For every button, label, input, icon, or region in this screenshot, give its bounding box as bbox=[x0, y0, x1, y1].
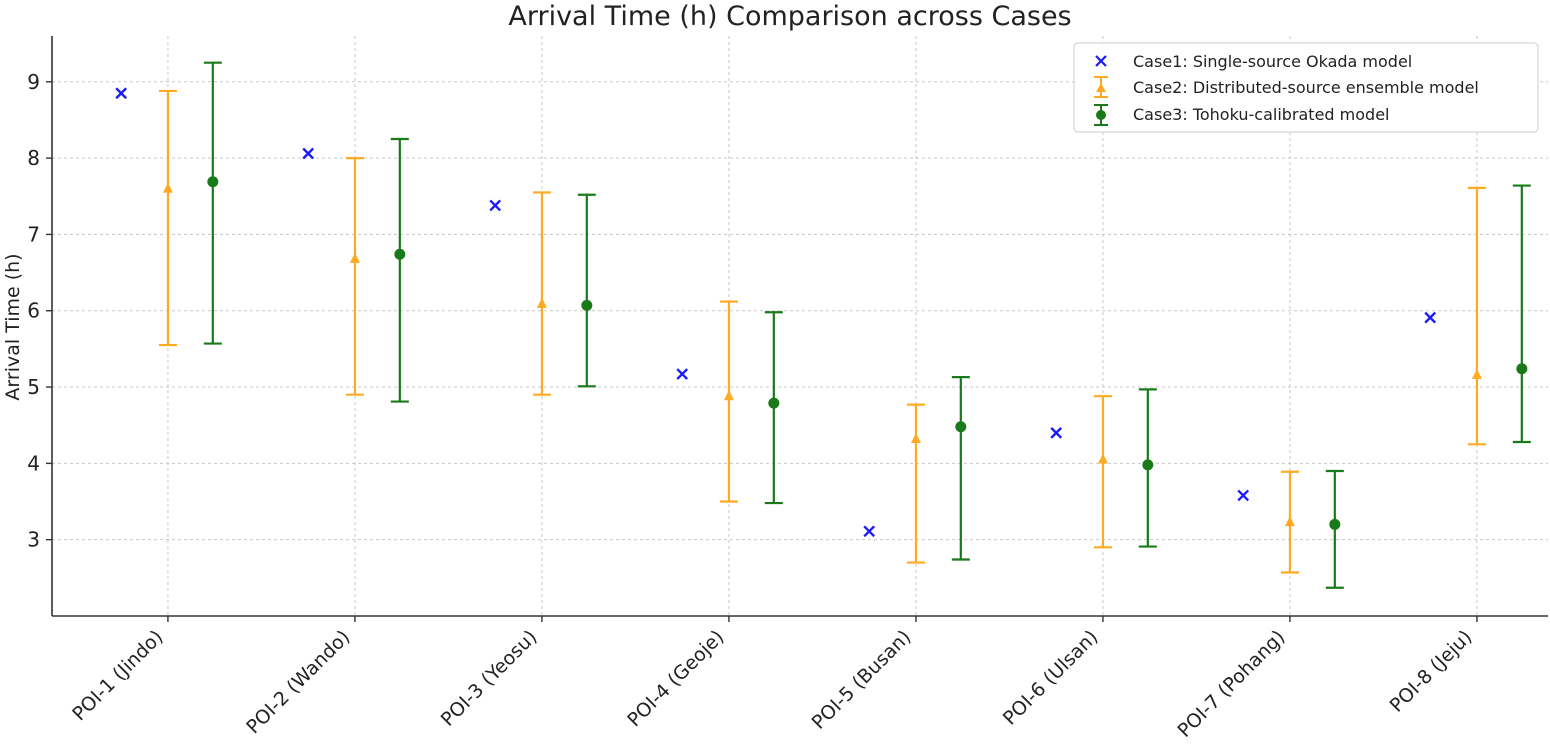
data-point-triangle bbox=[1284, 516, 1295, 527]
error-bar bbox=[158, 89, 177, 347]
x-tick-label: POI-7 (Pohang) bbox=[1173, 626, 1289, 742]
data-point-circle bbox=[1142, 459, 1154, 471]
x-tick-label: POI-3 (Yeosu) bbox=[437, 626, 542, 731]
data-point-circle bbox=[207, 176, 219, 188]
series-case1 bbox=[115, 87, 1437, 538]
legend-marker-case3 bbox=[1094, 104, 1108, 126]
data-point-circle bbox=[581, 299, 593, 311]
data-point-triangle bbox=[1097, 453, 1108, 464]
y-tick-label: 5 bbox=[27, 375, 40, 399]
legend: Case1: Single-source Okada model Case2: … bbox=[1073, 42, 1539, 133]
legend-frame bbox=[1073, 42, 1539, 133]
data-point-triangle bbox=[536, 297, 547, 308]
tick-layer: 3 4 5 6 7 8 9 POI-1 (Jindo) POI-2 (Wando) POI-3 (… bbox=[27, 70, 1478, 742]
data-point-x bbox=[676, 368, 689, 380]
data-point-triangle bbox=[723, 390, 734, 401]
legend-marker-case1 bbox=[1095, 55, 1107, 67]
y-tick-label: 7 bbox=[27, 222, 40, 246]
error-bar bbox=[719, 300, 738, 503]
y-axis-label: Arrival Time (h) bbox=[2, 253, 24, 400]
data-point-circle bbox=[1329, 518, 1341, 530]
y-tick-label: 6 bbox=[27, 299, 40, 323]
data-point-circle bbox=[955, 421, 967, 433]
error-bar bbox=[345, 157, 364, 396]
data-point-x bbox=[863, 525, 876, 538]
error-bar bbox=[906, 403, 925, 564]
data-point-x bbox=[302, 147, 315, 160]
error-bar bbox=[577, 193, 596, 388]
data-point-circle bbox=[1516, 363, 1528, 375]
legend-label-case2: Case2: Distributed-source ensemble model bbox=[1133, 78, 1479, 97]
series-case3 bbox=[203, 61, 1531, 589]
data-layer bbox=[115, 61, 1531, 589]
data-point-x bbox=[115, 87, 128, 100]
x-tick-label: POI-6 (Ulsan) bbox=[999, 626, 1103, 730]
data-point-circle bbox=[768, 397, 780, 409]
data-point-x bbox=[1050, 426, 1063, 439]
x-tick-label: POI-1 (Jindo) bbox=[68, 626, 167, 725]
legend-label-case3: Case3: Tohoku-calibrated model bbox=[1133, 105, 1389, 124]
x-tick-label: POI-8 (Jeju) bbox=[1386, 626, 1477, 717]
legend-marker-case2 bbox=[1094, 76, 1108, 98]
error-bar bbox=[532, 191, 551, 396]
data-point-triangle bbox=[349, 252, 360, 263]
error-bar bbox=[1512, 184, 1531, 444]
y-tick-label: 8 bbox=[27, 146, 40, 170]
x-tick-label: POI-2 (Wando) bbox=[242, 626, 354, 738]
data-point-x bbox=[489, 199, 502, 212]
y-tick-label: 3 bbox=[27, 528, 40, 552]
chart-title: Arrival Time (h) Comparison across Cases bbox=[508, 1, 1071, 32]
data-point-triangle bbox=[1471, 368, 1482, 379]
x-tick-label: POI-4 (Geoje) bbox=[623, 626, 728, 731]
error-bar bbox=[203, 61, 222, 345]
y-tick-label: 4 bbox=[27, 451, 40, 475]
error-bar bbox=[1093, 395, 1112, 549]
data-point-x bbox=[1424, 311, 1437, 324]
error-bar bbox=[951, 376, 970, 561]
legend-label-case1: Case1: Single-source Okada model bbox=[1133, 52, 1412, 71]
x-tick-label: POI-5 (Busan) bbox=[808, 626, 916, 734]
error-bar bbox=[390, 137, 409, 403]
error-bar bbox=[1467, 186, 1486, 446]
series-case2 bbox=[158, 89, 1486, 574]
data-point-triangle bbox=[910, 432, 921, 443]
data-point-triangle bbox=[162, 182, 173, 193]
data-point-x bbox=[1237, 489, 1250, 502]
data-point-circle bbox=[394, 248, 406, 260]
y-tick-label: 9 bbox=[27, 70, 40, 94]
